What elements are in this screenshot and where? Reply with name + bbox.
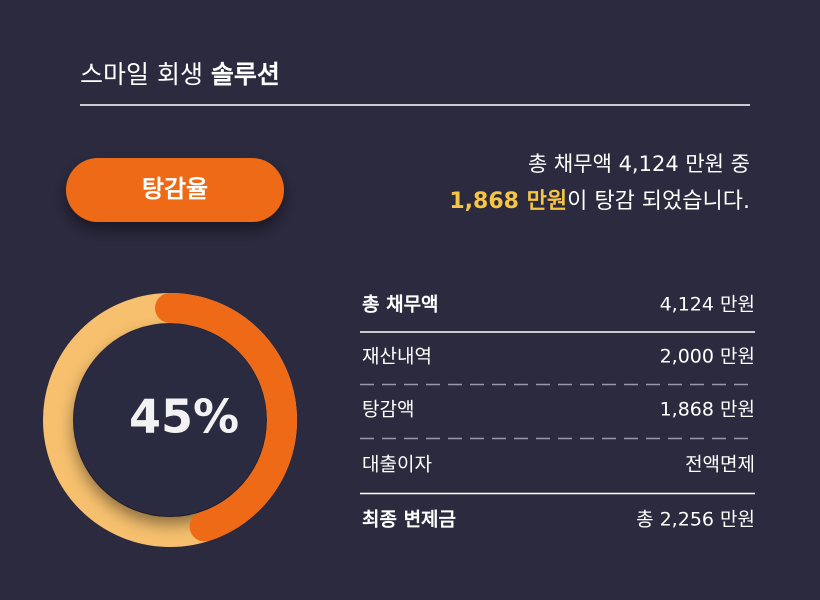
summary-line: 총 채무액 4,124 만원 중 bbox=[528, 152, 750, 176]
row-value: 4,124 만원 bbox=[660, 294, 755, 316]
donut: 45% bbox=[43, 293, 297, 547]
row-value: 2,000 만원 bbox=[660, 346, 755, 368]
donut-label: 45% bbox=[129, 390, 239, 444]
row-label: 탕감액 bbox=[362, 399, 414, 421]
row-value: 총 2,256 만원 bbox=[636, 509, 755, 531]
badge bbox=[66, 158, 284, 222]
summary-highlight: 1,868 만원 bbox=[449, 189, 567, 214]
summary-line: 1,868 만원이 탕감 되었습니다. bbox=[449, 189, 750, 214]
row-label: 총 채무액 bbox=[362, 294, 439, 316]
row-label: 재산내역 bbox=[362, 346, 432, 368]
row-value: 전액면제 bbox=[685, 454, 755, 476]
title: 스마일 회생 솔루션 bbox=[80, 60, 280, 89]
title-regular: 스마일 회생 bbox=[80, 60, 203, 89]
donut-arc bbox=[155, 293, 297, 542]
row-label: 대출이자 bbox=[362, 454, 432, 476]
title-bold: 솔루션 bbox=[211, 60, 280, 89]
donut-center bbox=[74, 324, 266, 516]
badge-label: 탕감율 bbox=[142, 175, 208, 203]
row-label: 최종 변제금 bbox=[362, 509, 456, 531]
summary-rest: 이 탕감 되었습니다. bbox=[567, 189, 750, 214]
row-value: 1,868 만원 bbox=[660, 399, 755, 421]
